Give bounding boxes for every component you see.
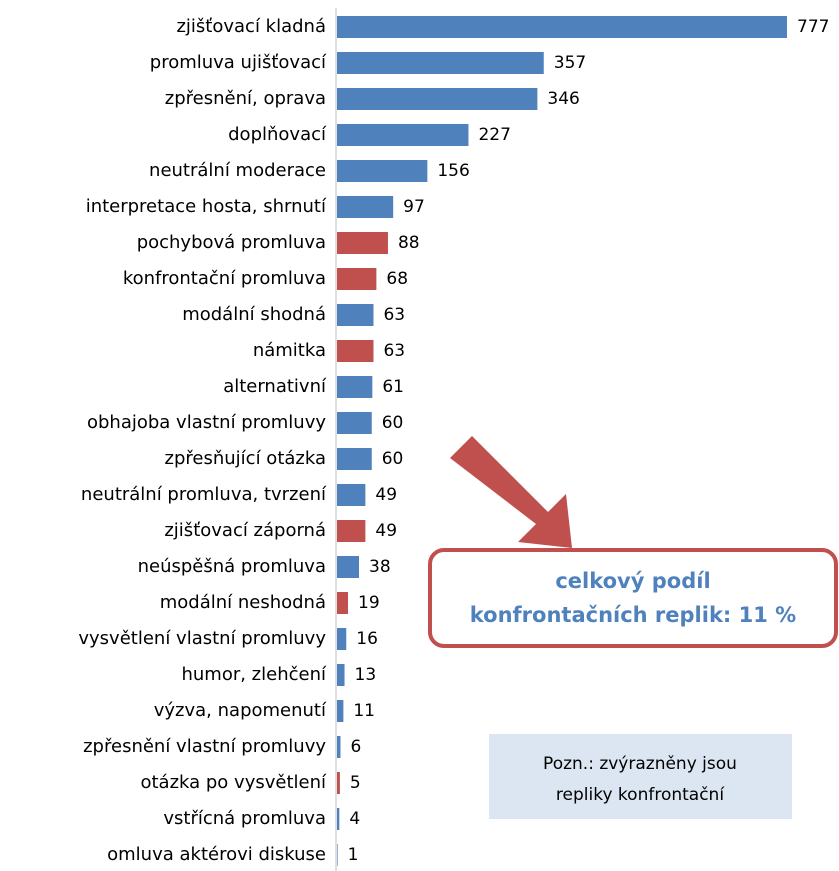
value-label: 11 xyxy=(353,701,375,721)
bar xyxy=(337,196,394,218)
category-label: neutrální moderace xyxy=(149,160,326,181)
note-text: repliky konfrontační xyxy=(556,785,725,805)
bar xyxy=(337,160,428,182)
bar xyxy=(337,520,366,542)
category-label: omluva aktérovi diskuse xyxy=(107,844,326,865)
value-label: 1 xyxy=(348,845,359,865)
category-label: obhajoba vlastní promluvy xyxy=(87,412,326,433)
category-label: vstřícná promluva xyxy=(163,808,326,829)
bar xyxy=(337,268,377,290)
value-label: 60 xyxy=(382,413,404,433)
value-label: 88 xyxy=(398,233,420,253)
bar xyxy=(337,664,345,686)
bar xyxy=(337,556,360,578)
value-label: 357 xyxy=(554,53,586,73)
bar xyxy=(337,700,344,722)
value-label: 49 xyxy=(375,521,397,541)
value-label: 13 xyxy=(355,665,377,685)
bar xyxy=(337,736,341,758)
category-label: vysvětlení vlastní promluvy xyxy=(78,628,326,649)
value-label: 38 xyxy=(369,557,391,577)
bar xyxy=(337,412,372,434)
bar xyxy=(337,772,340,794)
bar xyxy=(337,52,544,74)
category-label: neutrální promluva, tvrzení xyxy=(81,484,327,505)
category-label: zpřesňující otázka xyxy=(165,448,326,469)
value-label: 4 xyxy=(349,809,360,829)
callout-text: konfrontačních replik: 11 % xyxy=(470,603,796,627)
value-label: 346 xyxy=(547,89,579,109)
bar xyxy=(337,448,372,470)
category-label: doplňovací xyxy=(228,124,327,145)
category-label: humor, zlehčení xyxy=(181,664,327,685)
bar xyxy=(337,628,347,650)
category-label: modální shodná xyxy=(182,304,326,325)
note-text: Pozn.: zvýrazněny jsou xyxy=(543,754,737,774)
bar xyxy=(337,16,787,38)
bar xyxy=(337,88,538,110)
category-label: zjišťovací kladná xyxy=(176,16,326,37)
value-label: 63 xyxy=(383,341,405,361)
arrow xyxy=(450,436,572,548)
category-label: zpřesnění vlastní promluvy xyxy=(83,736,326,757)
bar xyxy=(337,124,469,146)
value-label: 19 xyxy=(358,593,380,613)
bar xyxy=(337,232,388,254)
bar xyxy=(337,592,349,614)
value-label: 49 xyxy=(375,485,397,505)
category-label: zjišťovací záporná xyxy=(164,520,326,541)
category-label: neúspěšná promluva xyxy=(138,556,326,577)
value-label: 156 xyxy=(437,161,469,181)
bar xyxy=(337,376,373,398)
note-box xyxy=(489,734,792,819)
bar xyxy=(337,484,366,506)
callout-box xyxy=(428,548,838,648)
value-label: 68 xyxy=(386,269,408,289)
category-label: promluva ujišťovací xyxy=(150,52,327,73)
category-label: zpřesnění, oprava xyxy=(165,88,326,109)
value-label: 97 xyxy=(403,197,425,217)
category-label: otázka po vysvětlení xyxy=(140,772,327,793)
value-label: 61 xyxy=(382,377,404,397)
bar xyxy=(337,844,338,866)
category-label: konfrontační promluva xyxy=(123,268,326,289)
value-label: 63 xyxy=(383,305,405,325)
category-label: námitka xyxy=(253,340,326,361)
category-label: modální neshodná xyxy=(160,592,326,613)
value-label: 16 xyxy=(356,629,378,649)
value-label: 777 xyxy=(797,17,829,37)
category-label: alternativní xyxy=(223,376,327,397)
bar xyxy=(337,304,374,326)
value-label: 60 xyxy=(382,449,404,469)
bar xyxy=(337,808,340,830)
value-label: 227 xyxy=(478,125,510,145)
category-label: interpretace hosta, shrnutí xyxy=(86,196,327,217)
value-label: 5 xyxy=(350,773,361,793)
bar xyxy=(337,340,374,362)
category-label: pochybová promluva xyxy=(137,232,326,253)
category-label: výzva, napomenutí xyxy=(154,700,327,721)
value-label: 6 xyxy=(350,737,361,757)
callout-text: celkový podíl xyxy=(555,569,710,593)
